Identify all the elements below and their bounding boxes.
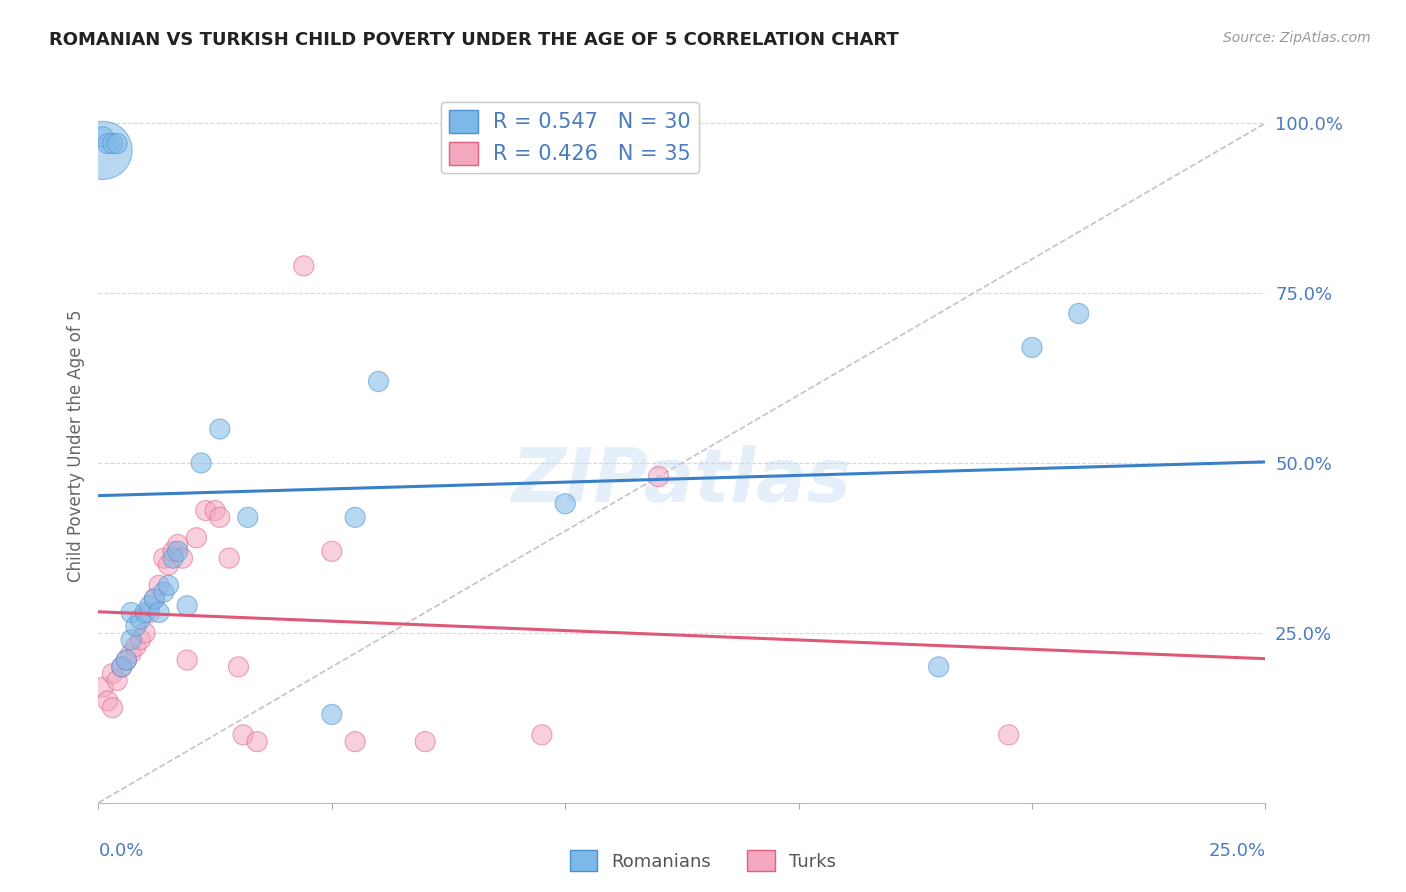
Point: [176, 653, 198, 667]
Point: [91, 129, 114, 144]
Point: [134, 626, 156, 640]
Point: [115, 653, 138, 667]
Point: [204, 503, 226, 517]
Point: [1021, 341, 1043, 355]
Text: ROMANIAN VS TURKISH CHILD POVERTY UNDER THE AGE OF 5 CORRELATION CHART: ROMANIAN VS TURKISH CHILD POVERTY UNDER …: [49, 31, 898, 49]
Point: [143, 591, 166, 606]
Point: [367, 375, 389, 389]
Point: [152, 551, 174, 566]
Point: [162, 551, 184, 566]
Point: [186, 531, 208, 545]
Point: [172, 551, 194, 566]
Point: [111, 660, 134, 674]
Point: [236, 510, 259, 524]
Legend: R = 0.547   N = 30, R = 0.426   N = 35: R = 0.547 N = 30, R = 0.426 N = 35: [440, 103, 699, 173]
Point: [166, 537, 188, 551]
Point: [292, 259, 315, 273]
Point: [120, 646, 142, 660]
Point: [1067, 306, 1090, 320]
Point: [101, 666, 124, 681]
Y-axis label: Child Poverty Under the Age of 5: Child Poverty Under the Age of 5: [66, 310, 84, 582]
Point: [91, 680, 114, 694]
Point: [162, 544, 184, 558]
Point: [190, 456, 212, 470]
Point: [97, 694, 120, 708]
Point: [101, 136, 124, 151]
Point: [554, 497, 576, 511]
Point: [176, 599, 198, 613]
Text: ZIPatlas: ZIPatlas: [512, 445, 852, 518]
Point: [228, 660, 250, 674]
Point: [344, 510, 367, 524]
Point: [208, 510, 231, 524]
Point: [115, 653, 138, 667]
Point: [139, 599, 162, 613]
Point: [120, 632, 142, 647]
Point: [97, 136, 120, 151]
Point: [413, 734, 436, 748]
Point: [157, 558, 180, 572]
Text: 25.0%: 25.0%: [1208, 842, 1265, 860]
Point: [111, 660, 134, 674]
Point: [125, 619, 148, 633]
Point: [208, 422, 231, 436]
Text: 0.0%: 0.0%: [98, 842, 143, 860]
Text: Source: ZipAtlas.com: Source: ZipAtlas.com: [1223, 31, 1371, 45]
Point: [218, 551, 240, 566]
Point: [928, 660, 950, 674]
Point: [148, 606, 170, 620]
Point: [246, 734, 269, 748]
Point: [125, 640, 148, 654]
Point: [166, 544, 188, 558]
Point: [143, 591, 166, 606]
Point: [321, 707, 343, 722]
Point: [344, 734, 367, 748]
Point: [91, 144, 114, 158]
Point: [194, 503, 217, 517]
Point: [157, 578, 180, 592]
Point: [120, 606, 142, 620]
Point: [530, 728, 553, 742]
Point: [997, 728, 1019, 742]
Point: [105, 673, 128, 688]
Point: [139, 606, 162, 620]
Point: [148, 578, 170, 592]
Legend: Romanians, Turks: Romanians, Turks: [562, 843, 844, 879]
Point: [232, 728, 254, 742]
Point: [105, 136, 128, 151]
Point: [129, 632, 152, 647]
Point: [152, 585, 174, 599]
Point: [321, 544, 343, 558]
Point: [129, 612, 152, 626]
Point: [101, 700, 124, 714]
Point: [647, 469, 669, 483]
Point: [134, 606, 156, 620]
